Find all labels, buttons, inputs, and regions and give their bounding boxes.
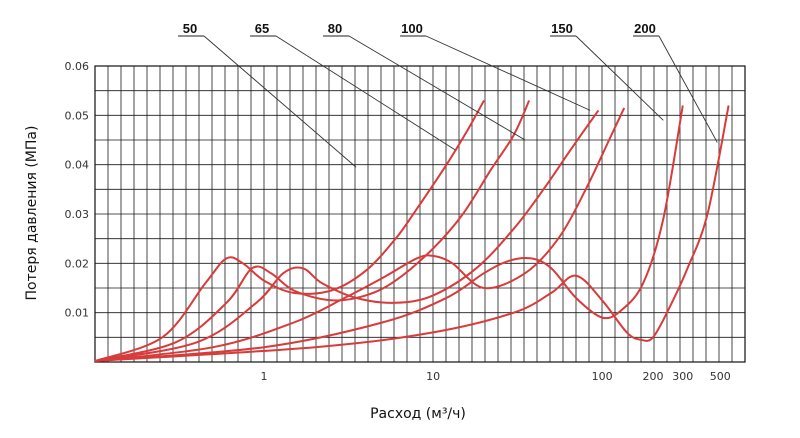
series-curve-200 <box>94 105 730 362</box>
x-tick-label: 10 <box>426 370 440 383</box>
y-tick-label: 0.03 <box>65 208 90 221</box>
series-label-80: 80 <box>328 21 342 36</box>
leader-line-200 <box>658 35 718 143</box>
series-curve-65 <box>94 100 531 362</box>
y-axis-title: Потеря давления (МПа) <box>24 126 40 301</box>
x-tick-label: 1 <box>261 370 268 383</box>
leader-line-65 <box>275 35 456 151</box>
series-curves <box>94 100 730 362</box>
series-curve-50 <box>94 100 485 362</box>
series-label-150: 150 <box>551 21 573 36</box>
x-tick-labels: 1 10 100 200 300 500 <box>261 370 731 383</box>
label-leader-lines <box>178 35 718 168</box>
x-tick-label: 100 <box>592 370 613 383</box>
y-tick-label: 0.04 <box>65 159 90 172</box>
y-tick-label: 0.06 <box>65 60 90 73</box>
leader-line-50 <box>203 35 357 168</box>
series-label-50: 50 <box>183 21 197 36</box>
y-tick-label: 0.01 <box>65 307 90 320</box>
series-curve-150 <box>94 105 684 362</box>
series-curve-100 <box>94 107 626 362</box>
x-axis-title: Расход (м³/ч) <box>370 406 466 422</box>
series-label-200: 200 <box>634 21 656 36</box>
y-tick-label: 0.02 <box>65 257 90 270</box>
y-tick-label: 0.05 <box>65 109 90 122</box>
series-label-65: 65 <box>255 21 269 36</box>
leader-line-80 <box>348 35 526 141</box>
x-tick-label: 300 <box>672 370 693 383</box>
grid <box>94 65 746 363</box>
series-label-100: 100 <box>401 21 423 36</box>
leader-line-150 <box>575 35 664 121</box>
leader-line-100 <box>425 35 591 111</box>
x-tick-label: 500 <box>710 370 731 383</box>
plot-frame <box>94 65 746 363</box>
series-labels: 50 65 80 100 150 200 <box>183 21 656 36</box>
series-curve-80 <box>94 109 600 362</box>
x-tick-label: 200 <box>643 370 664 383</box>
y-tick-labels: 0.01 0.02 0.03 0.04 0.05 0.06 <box>65 60 90 320</box>
